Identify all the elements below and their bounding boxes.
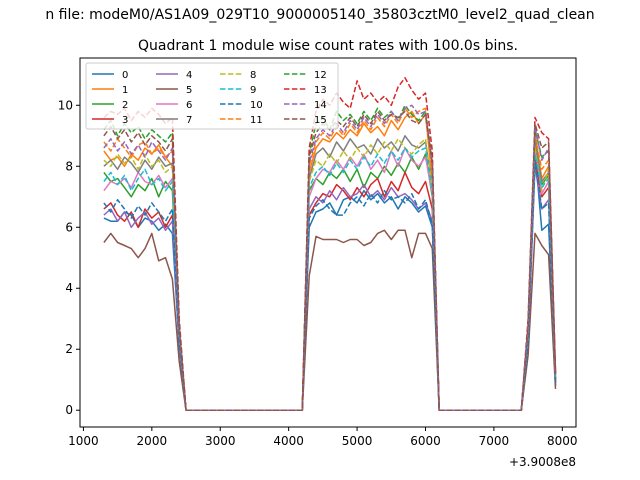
legend-label-14: 14 [314, 100, 327, 111]
legend-label-12: 12 [314, 70, 327, 81]
y-tick-label: 6 [65, 220, 73, 234]
x-tick-label: 6000 [410, 434, 441, 448]
chart-title: Quadrant 1 module wise count rates with … [138, 38, 518, 54]
x-tick-label: 8000 [547, 434, 578, 448]
y-tick-label: 0 [65, 403, 73, 417]
x-tick-label: 3000 [205, 434, 236, 448]
legend-label-8: 8 [250, 70, 256, 81]
y-tick-label: 4 [65, 281, 73, 295]
x-tick-label: 4000 [273, 434, 304, 448]
x-tick-label: 1000 [68, 434, 99, 448]
x-tick-label: 5000 [342, 434, 373, 448]
series-lines [103, 77, 557, 411]
x-axis-offset-label: +3.9008e8 [509, 455, 576, 469]
plot-area: 1000 2000 3000 4000 5000 6000 7000 8000 0246810… [58, 57, 578, 469]
legend-label-10: 10 [250, 100, 263, 111]
y-axis-ticks: 0 2 4 6 8 10 [58, 98, 80, 417]
legend-label-9: 9 [250, 85, 256, 96]
legend-label-3: 3 [122, 115, 128, 126]
legend-label-0: 0 [122, 70, 128, 81]
x-tick-label: 7000 [479, 434, 510, 448]
legend-label-5: 5 [186, 85, 192, 96]
legend-label-2: 2 [122, 100, 128, 111]
axes-frame [79, 57, 577, 428]
legend-label-4: 4 [186, 70, 192, 81]
y-tick-label: 8 [65, 159, 73, 173]
series-line-5 [103, 229, 557, 411]
figure-suptitle: n file: modeM0/AS1A09_029T10_9000005140_… [45, 7, 594, 23]
series-line-10 [103, 159, 557, 411]
series-line-11 [103, 107, 557, 411]
legend-box [85, 62, 339, 130]
x-tick-label: 2000 [137, 434, 168, 448]
legend-label-6: 6 [186, 100, 192, 111]
legend-label-13: 13 [314, 85, 327, 96]
y-tick-label: 10 [58, 98, 73, 112]
y-tick-label: 2 [65, 342, 73, 356]
legend-label-11: 11 [250, 115, 263, 126]
legend-label-7: 7 [186, 115, 192, 126]
series-line-3 [103, 156, 557, 411]
legend-label-1: 1 [122, 85, 128, 96]
x-axis-ticks: 1000 2000 3000 4000 5000 6000 7000 8000 [68, 427, 578, 448]
legend-label-15: 15 [314, 115, 327, 126]
series-line-7 [103, 135, 557, 411]
series-line-15 [103, 110, 557, 411]
